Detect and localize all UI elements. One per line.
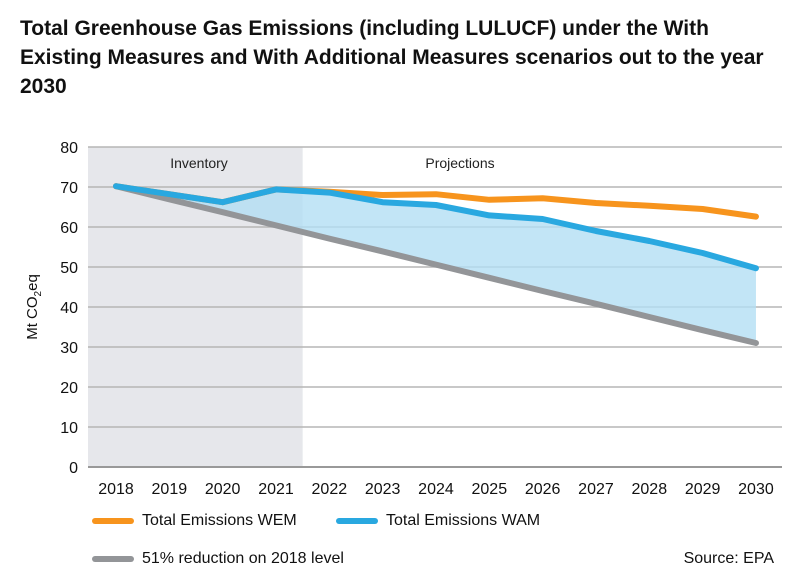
x-tick-label: 2022 <box>312 481 348 498</box>
region-label-inventory: Inventory <box>170 155 228 171</box>
legend-item-reduction: 51% reduction on 2018 level <box>92 550 344 568</box>
x-tick-label: 2029 <box>685 481 721 498</box>
x-tick-label: 2026 <box>525 481 561 498</box>
legend-swatch-wem <box>92 518 134 524</box>
x-tick-label: 2023 <box>365 481 401 498</box>
y-tick-label: 70 <box>60 180 78 197</box>
source-note: Source: EPA <box>683 550 774 567</box>
legend-label-reduction: 51% reduction on 2018 level <box>142 550 344 567</box>
y-tick-label: 0 <box>69 460 78 477</box>
x-tick-label: 2025 <box>472 481 508 498</box>
y-tick-label: 80 <box>60 140 78 157</box>
x-tick-label: 2030 <box>738 481 774 498</box>
y-tick-label: 50 <box>60 260 78 277</box>
x-tick-label: 2024 <box>418 481 454 498</box>
y-tick-label: 20 <box>60 380 78 397</box>
y-tick-label: 30 <box>60 340 78 357</box>
x-tick-label: 2019 <box>152 481 188 498</box>
legend-swatch-reduction <box>92 556 134 562</box>
x-tick-label: 2027 <box>578 481 614 498</box>
legend-item-wem: Total Emissions WEM <box>92 512 297 530</box>
y-tick-label: 60 <box>60 220 78 237</box>
x-tick-label: 2021 <box>258 481 294 498</box>
x-tick-label: 2028 <box>632 481 668 498</box>
x-tick-label: 2018 <box>98 481 134 498</box>
legend-swatch-wam <box>336 518 378 524</box>
legend-label-wem: Total Emissions WEM <box>142 512 297 529</box>
legend-item-wam: Total Emissions WAM <box>336 512 540 530</box>
y-tick-label: 40 <box>60 300 78 317</box>
chart-title: Total Greenhouse Gas Emissions (includin… <box>20 17 764 98</box>
region-label-projections: Projections <box>425 155 494 171</box>
y-tick-label: 10 <box>60 420 78 437</box>
legend-label-wam: Total Emissions WAM <box>386 512 541 529</box>
y-axis-label: Mt CO2eq <box>24 274 44 340</box>
x-tick-label: 2020 <box>205 481 241 498</box>
